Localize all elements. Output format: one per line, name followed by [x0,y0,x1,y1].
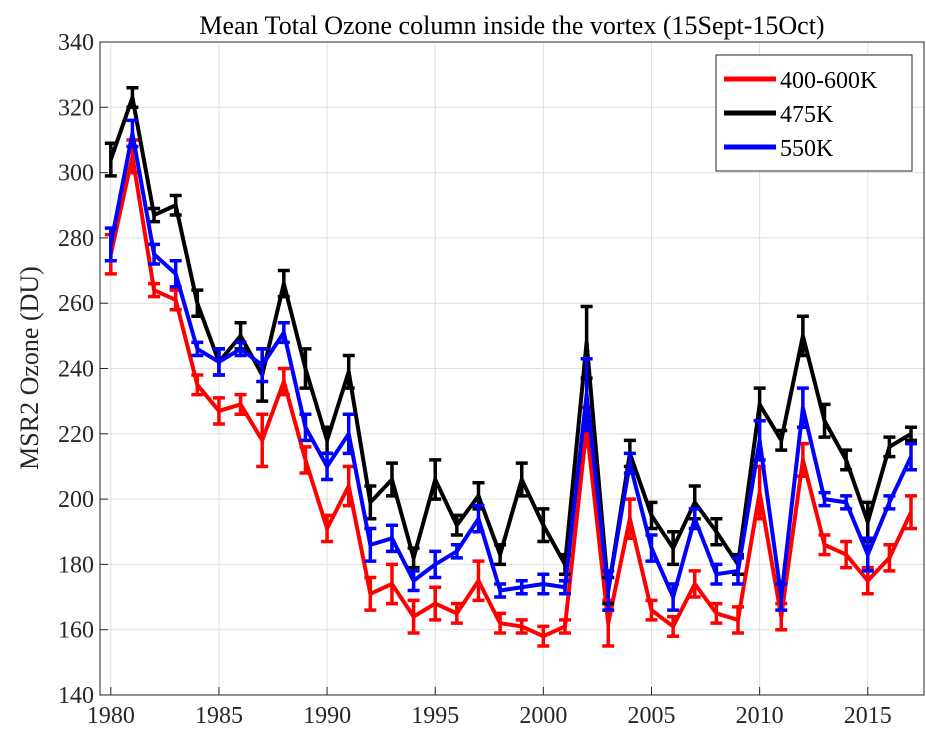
y-tick-label: 280 [58,226,94,252]
x-tick-label: 2000 [519,703,567,729]
y-tick-label: 160 [58,618,94,644]
series-line [108,154,913,639]
x-tick-label: 1995 [411,703,459,729]
y-tick-label: 260 [58,291,94,317]
series [104,138,918,648]
y-tick-label: 140 [58,683,94,709]
x-tick-label: 1980 [87,703,135,729]
y-tick-label: 340 [58,30,94,56]
legend-label: 550K [780,136,834,162]
x-tick-label: 1990 [303,703,351,729]
series [104,118,918,612]
y-tick-label: 240 [58,357,94,383]
error-bar [905,494,918,531]
y-axis-label: MSR2 Ozone (DU) [15,266,44,470]
axes-box [99,41,925,696]
x-tick-label: 2015 [844,703,892,729]
x-tick-label: 1985 [195,703,243,729]
error-bar [905,425,918,443]
y-tick-label: 320 [58,95,94,121]
y-tick-label: 180 [58,552,94,578]
y-tick-label: 200 [58,487,94,513]
x-tick-label: 2005 [627,703,675,729]
y-tick-label: 300 [58,161,94,187]
x-tick-label: 2010 [736,703,784,729]
legend-label: 475K [780,102,834,128]
chart-title: Mean Total Ozone column inside the vorte… [199,11,824,40]
series-line [108,131,913,600]
y-tick-label: 220 [58,422,94,448]
legend-label: 400-600K [780,68,878,94]
